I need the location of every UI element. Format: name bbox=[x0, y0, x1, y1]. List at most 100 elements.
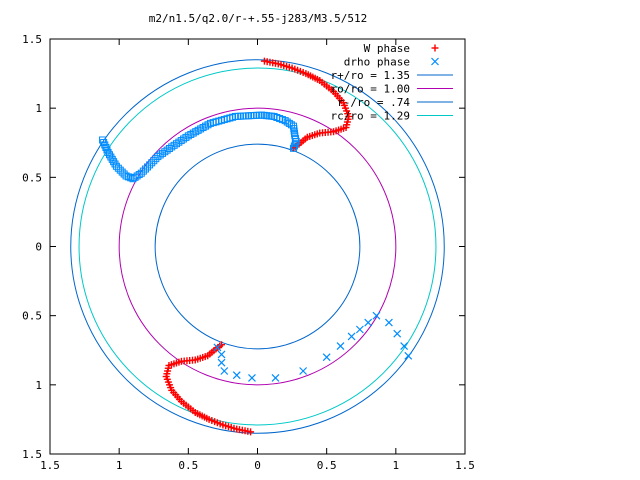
point-2-17-fill-1 bbox=[291, 140, 299, 148]
point-2-8-fill-5 bbox=[180, 135, 188, 143]
point-2-6-fill-1 bbox=[148, 159, 156, 167]
point-1-1 bbox=[384, 318, 393, 327]
chart-title: m2/n1.5/q2.0/r-+.55-j283/M3.5/512 bbox=[149, 12, 368, 25]
point-0-3-fill-5 bbox=[313, 75, 321, 83]
y-tick-label: 0 bbox=[35, 241, 42, 254]
y-tick-label: 1.5 bbox=[22, 33, 42, 46]
point-2-5-fill-2 bbox=[141, 165, 149, 173]
point-1-0 bbox=[372, 311, 381, 320]
point-0-10-fill-4 bbox=[306, 132, 314, 140]
x-tick-label: 0.5 bbox=[317, 459, 337, 472]
point-2-7-fill-4 bbox=[163, 146, 171, 154]
point-0-4-fill-5 bbox=[327, 86, 335, 94]
point-2-13-fill-3 bbox=[278, 116, 286, 124]
point-2-3-fill-1 bbox=[124, 173, 132, 181]
legend-label: rc/ro = 1.29 bbox=[331, 110, 410, 123]
point-0-8-fill-4 bbox=[332, 127, 340, 135]
legend-label: r+/ro = 1.35 bbox=[331, 69, 410, 82]
point-1-5 bbox=[364, 318, 373, 327]
point-0-7-fill-3 bbox=[343, 121, 351, 129]
x-tick-label: 0 bbox=[254, 459, 261, 472]
point-1-10 bbox=[299, 367, 308, 375]
legend-label: drho phase bbox=[344, 56, 410, 69]
point-0-17-fill-5 bbox=[194, 410, 202, 418]
point-2-11-fill-9 bbox=[255, 111, 263, 119]
point-1-6 bbox=[355, 325, 364, 334]
point-0-14-fill-4 bbox=[236, 426, 244, 434]
point-1-12 bbox=[248, 373, 256, 382]
legend-label: ro/ro = 1.00 bbox=[331, 83, 410, 96]
point-2-0 bbox=[99, 136, 107, 144]
point-2-5-fill-3 bbox=[144, 163, 152, 171]
axis-ticks: 1.5 1 0.5 0 0.5 1 1.51.510.500.511.5 bbox=[22, 33, 475, 472]
point-2-10-fill-8 bbox=[229, 113, 237, 121]
x-tick-label: 0.5 bbox=[178, 459, 198, 472]
x-tick-label: 1 bbox=[393, 459, 400, 472]
legend-label: r-/ro = .74 bbox=[337, 96, 410, 109]
point-2-3 bbox=[122, 172, 130, 180]
point-1-3 bbox=[400, 342, 409, 351]
point-0-5-fill-4 bbox=[337, 96, 345, 104]
point-2-2-fill-3 bbox=[118, 168, 126, 176]
x-tick-label: 1 bbox=[116, 459, 123, 472]
point-2-18 bbox=[289, 144, 297, 152]
point-1-4 bbox=[404, 351, 413, 360]
point-0-23-fill-4 bbox=[188, 356, 196, 364]
point-0-19-fill-4 bbox=[170, 389, 178, 397]
point-0-18-fill-5 bbox=[180, 399, 188, 407]
point-2-1-fill-4 bbox=[110, 158, 118, 166]
circle-3 bbox=[78, 67, 437, 426]
point-0-24-fill-4 bbox=[201, 353, 209, 361]
point-2-5-fill-1 bbox=[139, 167, 147, 175]
point-0-9-fill-4 bbox=[319, 129, 327, 137]
circle-1 bbox=[118, 107, 397, 386]
legend-label: W phase bbox=[364, 42, 410, 55]
point-2-4-fill-2 bbox=[133, 172, 141, 180]
point-2-0-fill-4 bbox=[103, 146, 111, 154]
point-2-12-fill-4 bbox=[268, 112, 276, 120]
point-2-6-fill-2 bbox=[150, 157, 158, 165]
point-1-7 bbox=[347, 332, 356, 341]
point-0-22-fill-4 bbox=[175, 358, 183, 366]
point-1-2 bbox=[393, 329, 402, 338]
point-2-16-fill-1 bbox=[292, 135, 300, 143]
point-1-15 bbox=[217, 358, 226, 367]
point-0-26-fill-2 bbox=[216, 342, 224, 350]
point-1-8 bbox=[336, 342, 345, 351]
point-2-0-fill-1 bbox=[100, 138, 108, 146]
point-2-15-fill-3 bbox=[291, 129, 299, 137]
point-0-0-fill-4 bbox=[271, 59, 279, 67]
point-1-14 bbox=[220, 367, 229, 375]
point-2-17-fill-2 bbox=[290, 142, 298, 150]
y-tick-label: 1.5 bbox=[22, 448, 42, 461]
y-tick-label: 1 bbox=[35, 379, 42, 392]
legend-key-1 bbox=[431, 57, 439, 66]
data-points bbox=[99, 57, 413, 436]
point-0-15-fill-4 bbox=[222, 422, 230, 430]
point-1-9 bbox=[322, 353, 331, 362]
point-0-2-fill-4 bbox=[299, 68, 307, 76]
point-2-9-fill-7 bbox=[202, 122, 210, 130]
point-1-16 bbox=[217, 350, 226, 359]
legend-key-0 bbox=[431, 44, 439, 52]
point-2-2-fill-1 bbox=[114, 164, 122, 172]
x-tick-label: 1.5 bbox=[40, 459, 60, 472]
point-0-21-fill-3 bbox=[164, 364, 172, 372]
y-tick-label: 1 bbox=[35, 102, 42, 115]
point-1-13 bbox=[232, 371, 241, 380]
point-2-0-fill-2 bbox=[101, 141, 109, 149]
point-1-11 bbox=[271, 373, 280, 382]
circle-2 bbox=[154, 143, 361, 350]
point-2-9-fill-8 bbox=[204, 121, 212, 129]
point-2-0-fill-3 bbox=[102, 143, 110, 151]
point-2-6-fill-3 bbox=[152, 155, 160, 163]
point-0-1-fill-4 bbox=[285, 63, 293, 71]
x-tick-label: 1.5 bbox=[455, 459, 475, 472]
point-1-17 bbox=[213, 343, 222, 352]
y-tick-label: 0.5 bbox=[22, 171, 42, 184]
y-tick-label: 0.5 bbox=[22, 310, 42, 323]
point-2-2-fill-2 bbox=[116, 166, 124, 174]
circle-0 bbox=[70, 59, 445, 434]
